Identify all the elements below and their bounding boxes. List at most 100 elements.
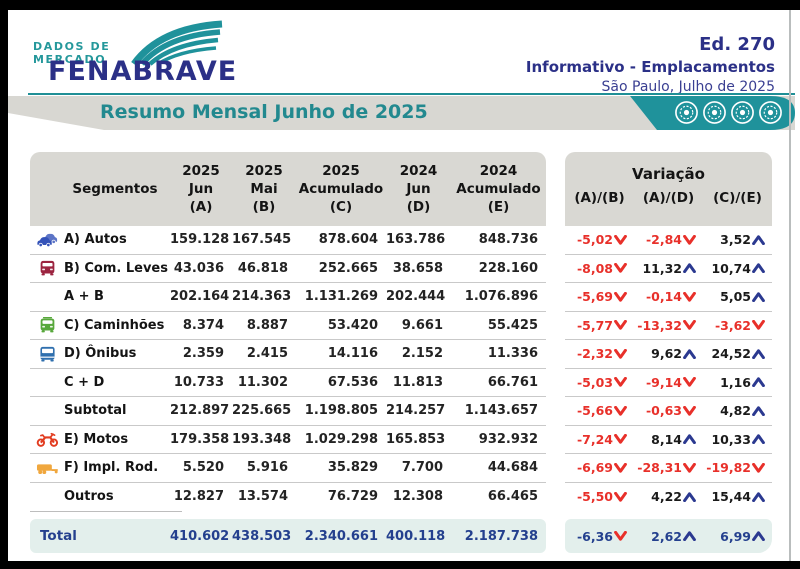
value-cell: 8.887: [246, 317, 288, 333]
value-cell: 13.574: [237, 489, 288, 505]
segment-icon-cell: [30, 260, 64, 276]
variation-row: -2,32 9,62 24,52: [565, 340, 772, 369]
variation-cell: -5,77: [565, 318, 634, 333]
logo-tagline: DADOS DE MERCADO: [33, 40, 110, 66]
variation-cell: -6,36: [565, 529, 634, 544]
value-cell: 2.359: [182, 346, 224, 362]
logo-tagline-line1: DADOS DE: [33, 40, 111, 53]
main-table: Segmentos 2025 Jun (A) 2025 Mai (B) 2025 Acumul…: [30, 152, 546, 553]
down-arrow-icon: [683, 291, 696, 302]
header-divider: [28, 93, 795, 95]
variation-total-row: -6,36 2,62 6,99: [565, 519, 772, 553]
up-arrow-icon: [683, 492, 696, 502]
variation-cell: 6,99: [703, 529, 772, 544]
variation-cell: 11,32: [634, 261, 703, 276]
variation-body: -5,02 -2,84 3,52 -8,08 11,32 10,74 -5,69…: [565, 226, 772, 511]
down-arrow-icon: [614, 263, 627, 273]
variation-cell: 2,62: [634, 529, 703, 544]
value-cell: 163.786: [386, 232, 446, 248]
variation-cell: 4,82: [703, 403, 772, 418]
variation-cell: -19,82: [703, 460, 772, 475]
up-arrow-icon: [752, 349, 765, 359]
down-arrow-icon: [683, 462, 696, 473]
variation-value: -3,62: [714, 317, 751, 333]
content-area: DADOS DE MERCADO FENABRAVE Ed. 270 Infor…: [8, 10, 800, 561]
variation-value: -7,24: [576, 431, 613, 447]
total-label: Total: [40, 528, 77, 544]
banner-title: Resumo Mensal Junho de 2025: [100, 101, 428, 123]
variation-value: -6,69: [576, 460, 613, 476]
variation-value: 15,44: [711, 489, 751, 505]
truck-icon: [40, 317, 54, 333]
variation-value: -5,77: [576, 317, 613, 333]
variation-cell: 1,16: [703, 375, 772, 390]
up-arrow-icon: [752, 263, 765, 274]
segment-label: D) Ônibus: [64, 346, 137, 362]
variation-cell: 9,62: [634, 346, 703, 361]
segment-label: C) Caminhões: [64, 317, 165, 333]
value-cell: 38.658: [392, 260, 443, 276]
variation-value: -2,84: [645, 232, 682, 248]
down-arrow-icon: [614, 434, 627, 444]
segment-icon-cell: [30, 346, 64, 362]
value-cell: 44.684: [487, 460, 538, 476]
variation-cell: -9,14: [634, 375, 703, 390]
variation-value: -13,32: [637, 317, 682, 333]
outros-underline: [30, 511, 182, 512]
segment-icon-cell: [30, 232, 64, 248]
value-cell: 1.029.298: [304, 431, 378, 447]
segments-header: Segmentos: [72, 181, 158, 197]
variation-cell: -13,32: [634, 318, 703, 333]
table-row: B) Com. Leves 43.036 46.818 252.665 38.658 22…: [30, 255, 546, 283]
variation-value: 1,16: [720, 374, 751, 390]
variation-cell: -7,24: [565, 432, 634, 447]
up-arrow-icon: [752, 292, 765, 302]
value-cell: 11.813: [392, 374, 443, 390]
value-cell: 214.363: [232, 289, 292, 305]
value-cell: 2.415: [246, 346, 288, 362]
value-cell: 167.545: [232, 232, 292, 248]
table-row: C) Caminhões 8.374 8.887 53.420 9.661 55.425: [30, 312, 546, 340]
segment-label: E) Motos: [64, 431, 129, 447]
variation-row: -5,77 -13,32 -3,62: [565, 312, 772, 340]
variation-header: Variação (A)/(B) (A)/(D) (C)/(E): [565, 152, 772, 226]
value-cell: 46.818: [237, 260, 288, 276]
van-icon: [40, 261, 54, 276]
value-cell: 67.536: [327, 374, 378, 390]
variation-value: 4,82: [720, 403, 751, 419]
variation-value: 2,62: [651, 528, 682, 544]
variation-value: 6,99: [720, 528, 751, 544]
variation-row: -7,24 8,14 10,33: [565, 426, 772, 454]
variation-value: -5,50: [576, 489, 613, 505]
value-cell: 53.420: [327, 317, 378, 333]
value-cell: 202.444: [386, 289, 446, 305]
total-row: Total 410.602 438.503 2.340.661 400.118 2.18…: [30, 519, 546, 553]
up-arrow-icon: [752, 434, 765, 445]
up-arrow-icon: [683, 349, 696, 359]
down-arrow-icon: [614, 320, 627, 330]
value-cell: 12.827: [173, 489, 224, 505]
variation-cell: -2,84: [634, 232, 703, 247]
variation-column-header: (C)/(E): [713, 190, 762, 206]
banner-wheels: [674, 100, 783, 125]
up-arrow-icon: [752, 377, 765, 388]
value-cell: 252.665: [318, 260, 378, 276]
value-cell: 7.700: [401, 460, 443, 476]
segment-label: A) Autos: [64, 232, 127, 248]
segment-icon-cell: [30, 460, 64, 476]
table-body: A) Autos 159.128 167.545 878.604 163.786 848.…: [30, 226, 546, 511]
value-cell: 202.164: [170, 289, 230, 305]
segment-label: A + B: [64, 289, 104, 305]
variation-panel: Variação (A)/(B) (A)/(D) (C)/(E) -5,02 -2,…: [565, 152, 772, 553]
table-row: F) Impl. Rod. 5.520 5.916 35.829 7.700 44.684: [30, 454, 546, 483]
wheel-icon: [759, 101, 782, 124]
segment-label: Subtotal: [64, 403, 127, 419]
variation-value: -0,63: [645, 403, 682, 419]
variation-cell: -5,02: [565, 232, 634, 247]
value-cell: 9.661: [401, 317, 443, 333]
variation-value: 3,52: [720, 232, 751, 248]
variation-cell: -6,69: [565, 460, 634, 475]
up-arrow-icon: [752, 235, 765, 245]
column-header: 2025 Acumulado (C): [298, 163, 384, 215]
variation-value: -8,08: [576, 260, 613, 276]
